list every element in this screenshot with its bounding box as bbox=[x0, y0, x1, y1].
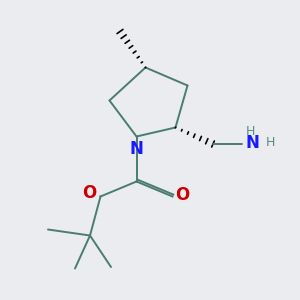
Text: O: O bbox=[175, 186, 189, 204]
Text: H: H bbox=[265, 136, 275, 149]
Text: O: O bbox=[82, 184, 96, 202]
Text: H: H bbox=[246, 125, 255, 138]
Text: N: N bbox=[245, 134, 259, 152]
Text: N: N bbox=[130, 140, 143, 158]
